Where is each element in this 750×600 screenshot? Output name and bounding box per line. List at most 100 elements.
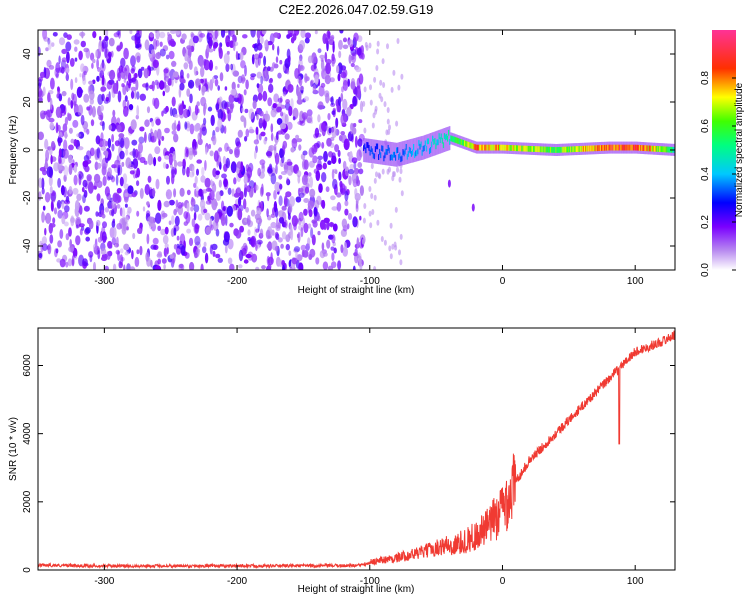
noise-speckle xyxy=(284,133,290,140)
noise-speckle xyxy=(186,189,191,196)
noise-speckle xyxy=(351,171,358,184)
noise-speckle xyxy=(92,243,98,251)
noise-speckle xyxy=(194,175,198,185)
noise-speckle xyxy=(324,74,331,85)
noise-speckle xyxy=(392,171,396,178)
y-tick-label: 2000 xyxy=(22,490,33,513)
carrier-ridge xyxy=(484,144,486,151)
carrier-halo xyxy=(449,126,451,151)
noise-speckle xyxy=(303,198,310,203)
noise-speckle xyxy=(57,177,61,188)
noise-speckle xyxy=(81,186,85,193)
noise-speckle xyxy=(192,138,197,150)
carrier-ridge xyxy=(530,146,533,152)
noise-speckle xyxy=(399,259,403,266)
carrier-ridge xyxy=(510,145,512,151)
noise-speckle xyxy=(331,152,336,160)
noise-speckle xyxy=(208,59,214,72)
noise-speckle xyxy=(203,117,207,126)
noise-speckle xyxy=(119,150,125,160)
carrier-ridge xyxy=(364,143,366,150)
noise-speckle xyxy=(236,167,240,174)
carrier-ridge xyxy=(576,146,578,152)
noise-speckle xyxy=(165,54,170,60)
noise-speckle xyxy=(273,143,277,151)
noise-speckle xyxy=(399,168,403,175)
noise-speckle xyxy=(55,122,59,134)
noise-speckle xyxy=(133,72,138,79)
carrier-ridge xyxy=(614,144,617,151)
carrier-ridge xyxy=(578,146,580,152)
noise-speckle xyxy=(295,196,302,203)
noise-speckle xyxy=(163,264,166,270)
carrier-ridge xyxy=(568,146,570,153)
noise-speckle xyxy=(379,79,383,86)
carrier-ridge xyxy=(548,146,551,153)
noise-speckle xyxy=(257,83,264,94)
noise-speckle xyxy=(328,127,332,134)
noise-speckle xyxy=(255,266,260,270)
noise-speckle xyxy=(244,136,248,142)
noise-speckle xyxy=(267,192,270,202)
noise-speckle xyxy=(203,208,208,214)
noise-speckle xyxy=(394,206,398,213)
noise-speckle xyxy=(358,168,364,175)
noise-speckle xyxy=(287,84,294,93)
noise-speckle xyxy=(363,127,367,134)
noise-speckle xyxy=(102,121,105,131)
carrier-ridge xyxy=(382,145,384,152)
carrier-halo xyxy=(375,139,378,164)
noise-speckle xyxy=(102,221,107,229)
noise-speckle xyxy=(89,90,95,101)
noise-speckle xyxy=(62,123,68,133)
noise-speckle xyxy=(238,196,242,207)
noise-speckle xyxy=(88,219,94,230)
carrier-ridge xyxy=(662,146,664,153)
noise-speckle xyxy=(168,153,173,166)
carrier-ridge xyxy=(625,144,627,151)
carrier-ridge xyxy=(617,144,620,151)
carrier-halo xyxy=(373,139,376,164)
noise-speckle xyxy=(331,206,338,211)
noise-speckle xyxy=(124,95,128,102)
noise-speckle xyxy=(54,248,58,258)
noise-speckle xyxy=(173,133,179,143)
noise-speckle xyxy=(272,103,277,109)
noise-speckle xyxy=(281,231,287,240)
noise-speckle xyxy=(65,73,70,82)
noise-speckle xyxy=(139,245,143,256)
noise-speckle xyxy=(287,214,291,220)
noise-speckle xyxy=(104,186,110,197)
carrier-halo xyxy=(389,141,391,166)
noise-speckle xyxy=(72,119,79,128)
noise-speckle xyxy=(250,237,255,247)
noise-speckle xyxy=(246,214,251,226)
noise-speckle xyxy=(229,64,232,70)
x-tick-label: 100 xyxy=(627,576,644,587)
noise-speckle xyxy=(123,264,126,270)
noise-speckle xyxy=(266,42,269,49)
carrier-ridge xyxy=(531,146,534,152)
noise-speckle xyxy=(58,93,63,102)
carrier-ridge xyxy=(606,144,608,151)
noise-speckle xyxy=(188,171,195,178)
noise-speckle xyxy=(247,229,251,236)
noise-speckle xyxy=(129,170,135,175)
noise-speckle xyxy=(149,32,155,38)
carrier-ridge xyxy=(474,144,476,150)
noise-speckle xyxy=(63,139,68,152)
noise-speckle xyxy=(282,140,288,149)
colorbar-tick-label: 0.0 xyxy=(700,263,711,277)
noise-speckle xyxy=(241,107,244,113)
noise-speckle xyxy=(200,96,207,107)
carrier-ridge xyxy=(373,153,376,160)
carrier-ridge xyxy=(380,152,382,159)
noise-speckle xyxy=(171,77,174,87)
noise-speckle xyxy=(150,259,153,268)
carrier-ridge xyxy=(467,141,469,148)
noise-speckle xyxy=(74,77,78,84)
noise-speckle xyxy=(322,252,328,257)
carrier-ridge xyxy=(556,147,558,153)
noise-speckle xyxy=(321,122,326,131)
